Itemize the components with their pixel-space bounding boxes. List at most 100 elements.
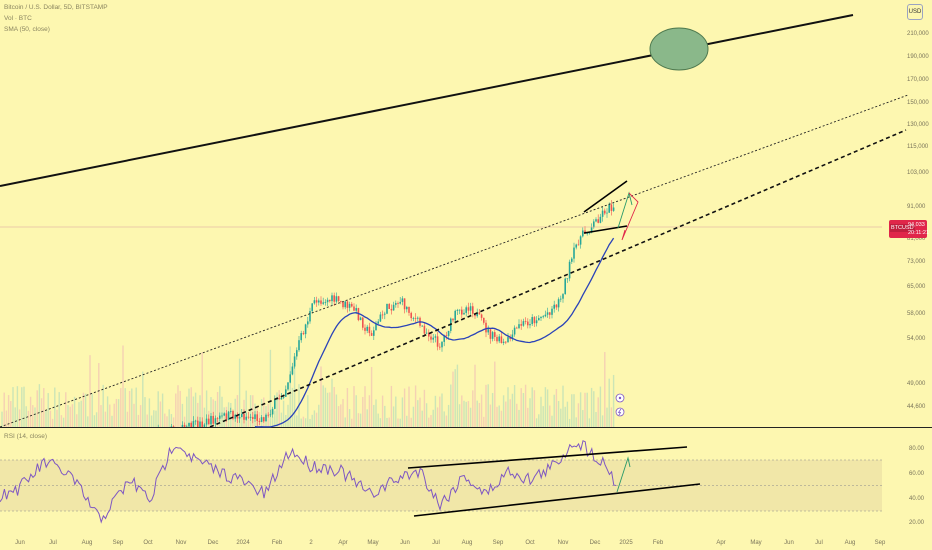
- price-tick-label: 73,000: [907, 259, 926, 265]
- time-tick-label: Sep: [113, 540, 124, 546]
- time-tick-label: May: [367, 540, 378, 546]
- candle-body: [511, 334, 514, 340]
- rsi-tick-label: 40.00: [909, 496, 925, 502]
- alert-icon[interactable]: [615, 393, 625, 403]
- volume-bar: [366, 409, 368, 427]
- currency-button[interactable]: USD: [907, 4, 923, 20]
- projection-down-arrow[interactable]: [621, 192, 639, 241]
- volume-bar: [606, 407, 608, 427]
- candle-body: [513, 327, 516, 335]
- time-tick-label: Dec: [590, 540, 601, 546]
- volume-bar: [562, 385, 564, 427]
- upper-trend-line[interactable]: [0, 14, 854, 187]
- candle-body: [549, 312, 551, 315]
- volume-bar: [491, 393, 494, 427]
- volume-bar: [423, 389, 426, 427]
- volume-bar: [370, 366, 373, 427]
- volume-bar: [124, 388, 126, 427]
- volume-bar: [203, 407, 206, 427]
- middle-dotted-trend-line[interactable]: [0, 94, 909, 428]
- candle-body: [331, 295, 333, 302]
- candle-body: [505, 341, 507, 343]
- price-axis[interactable]: 210,000 190,000 170,000 150,000 130,000 115,0…: [907, 31, 929, 410]
- volume-bar: [128, 390, 131, 427]
- rsi-lower-channel-line[interactable]: [413, 483, 701, 517]
- volume-bar: [535, 418, 538, 427]
- candle-body: [359, 317, 362, 321]
- volume-bar: [601, 415, 604, 427]
- volume-bar: [542, 406, 544, 427]
- lower-dashed-trend-line[interactable]: [209, 129, 907, 428]
- candle-body: [249, 416, 252, 418]
- candle-body: [555, 304, 558, 308]
- candle-body: [267, 414, 269, 416]
- time-axis[interactable]: Jun Jul Aug Sep Oct Nov Dec 2024 Feb 2 Apr May Jun Ju…: [15, 540, 886, 546]
- price-tick-label: 44,600: [907, 404, 926, 410]
- volume-legend[interactable]: Vol · BTC: [4, 15, 32, 22]
- rsi-projection-arrow[interactable]: [616, 456, 631, 493]
- candle-body: [304, 324, 307, 335]
- price-tag-symbol: BTCUSD: [890, 224, 915, 232]
- rsi-axis[interactable]: 80.00 60.00 40.00 20.00: [909, 446, 925, 526]
- volume-bar: [340, 404, 342, 427]
- candlesticks: [157, 200, 615, 427]
- volume-bar: [54, 387, 56, 427]
- symbol-legend[interactable]: Bitcoin / U.S. Dollar, 5D, BITSTAMP: [4, 4, 108, 11]
- volume-bar: [164, 413, 166, 427]
- price-panel[interactable]: [0, 0, 882, 427]
- volume-bar: [575, 417, 577, 427]
- time-tick-label: Jun: [400, 540, 410, 546]
- candle-body: [381, 314, 384, 316]
- volume-bar: [230, 402, 232, 427]
- volume-bar: [461, 395, 463, 427]
- lightning-icon[interactable]: [615, 407, 625, 417]
- volume-bar: [219, 386, 221, 427]
- candle-body: [320, 300, 322, 304]
- candle-body: [234, 414, 236, 419]
- rsi-legend[interactable]: RSI (14, close): [4, 433, 47, 440]
- volume-bar: [133, 403, 135, 427]
- volume-bar: [507, 387, 509, 427]
- candle-body: [399, 301, 401, 304]
- volume-bar: [579, 392, 582, 427]
- candle-body: [254, 414, 256, 420]
- volume-bar: [337, 406, 340, 427]
- volume-bar: [520, 388, 522, 427]
- time-tick-label: May: [750, 540, 761, 546]
- candle-body: [408, 306, 410, 313]
- candle-body: [454, 310, 456, 321]
- volume-bar: [335, 394, 338, 427]
- volume-bar: [516, 403, 518, 427]
- volume-bar: [353, 386, 355, 427]
- volume-bar: [274, 410, 276, 427]
- candle-body: [520, 324, 522, 326]
- candle-body: [232, 410, 234, 419]
- wedge-lower-line[interactable]: [583, 225, 628, 234]
- volume-bar: [612, 374, 615, 427]
- target-ellipse[interactable]: [649, 27, 709, 71]
- volume-bar: [100, 405, 102, 427]
- volume-bar: [3, 392, 5, 427]
- volume-bar: [40, 398, 43, 427]
- volume-bar: [381, 395, 384, 427]
- sma-legend[interactable]: SMA (50, close): [4, 26, 50, 33]
- time-tick-label: Apr: [716, 540, 725, 546]
- price-tick-label: 103,000: [907, 170, 929, 176]
- volume-bar: [452, 371, 454, 427]
- volume-bar: [560, 408, 562, 427]
- volume-bar: [588, 418, 591, 427]
- volume-bar: [599, 386, 602, 427]
- candle-body: [487, 329, 489, 333]
- candle-body: [214, 418, 217, 424]
- volume-bar: [551, 415, 553, 427]
- candle-body: [414, 317, 417, 319]
- time-tick-label: 2024: [236, 540, 250, 546]
- volume-bar: [135, 387, 137, 427]
- candle-body: [216, 418, 219, 420]
- candle-body: [285, 389, 287, 397]
- candle-body: [509, 337, 511, 340]
- candle-body: [313, 300, 316, 304]
- rsi-upper-channel-line[interactable]: [407, 446, 688, 469]
- wedge-upper-line[interactable]: [583, 180, 628, 213]
